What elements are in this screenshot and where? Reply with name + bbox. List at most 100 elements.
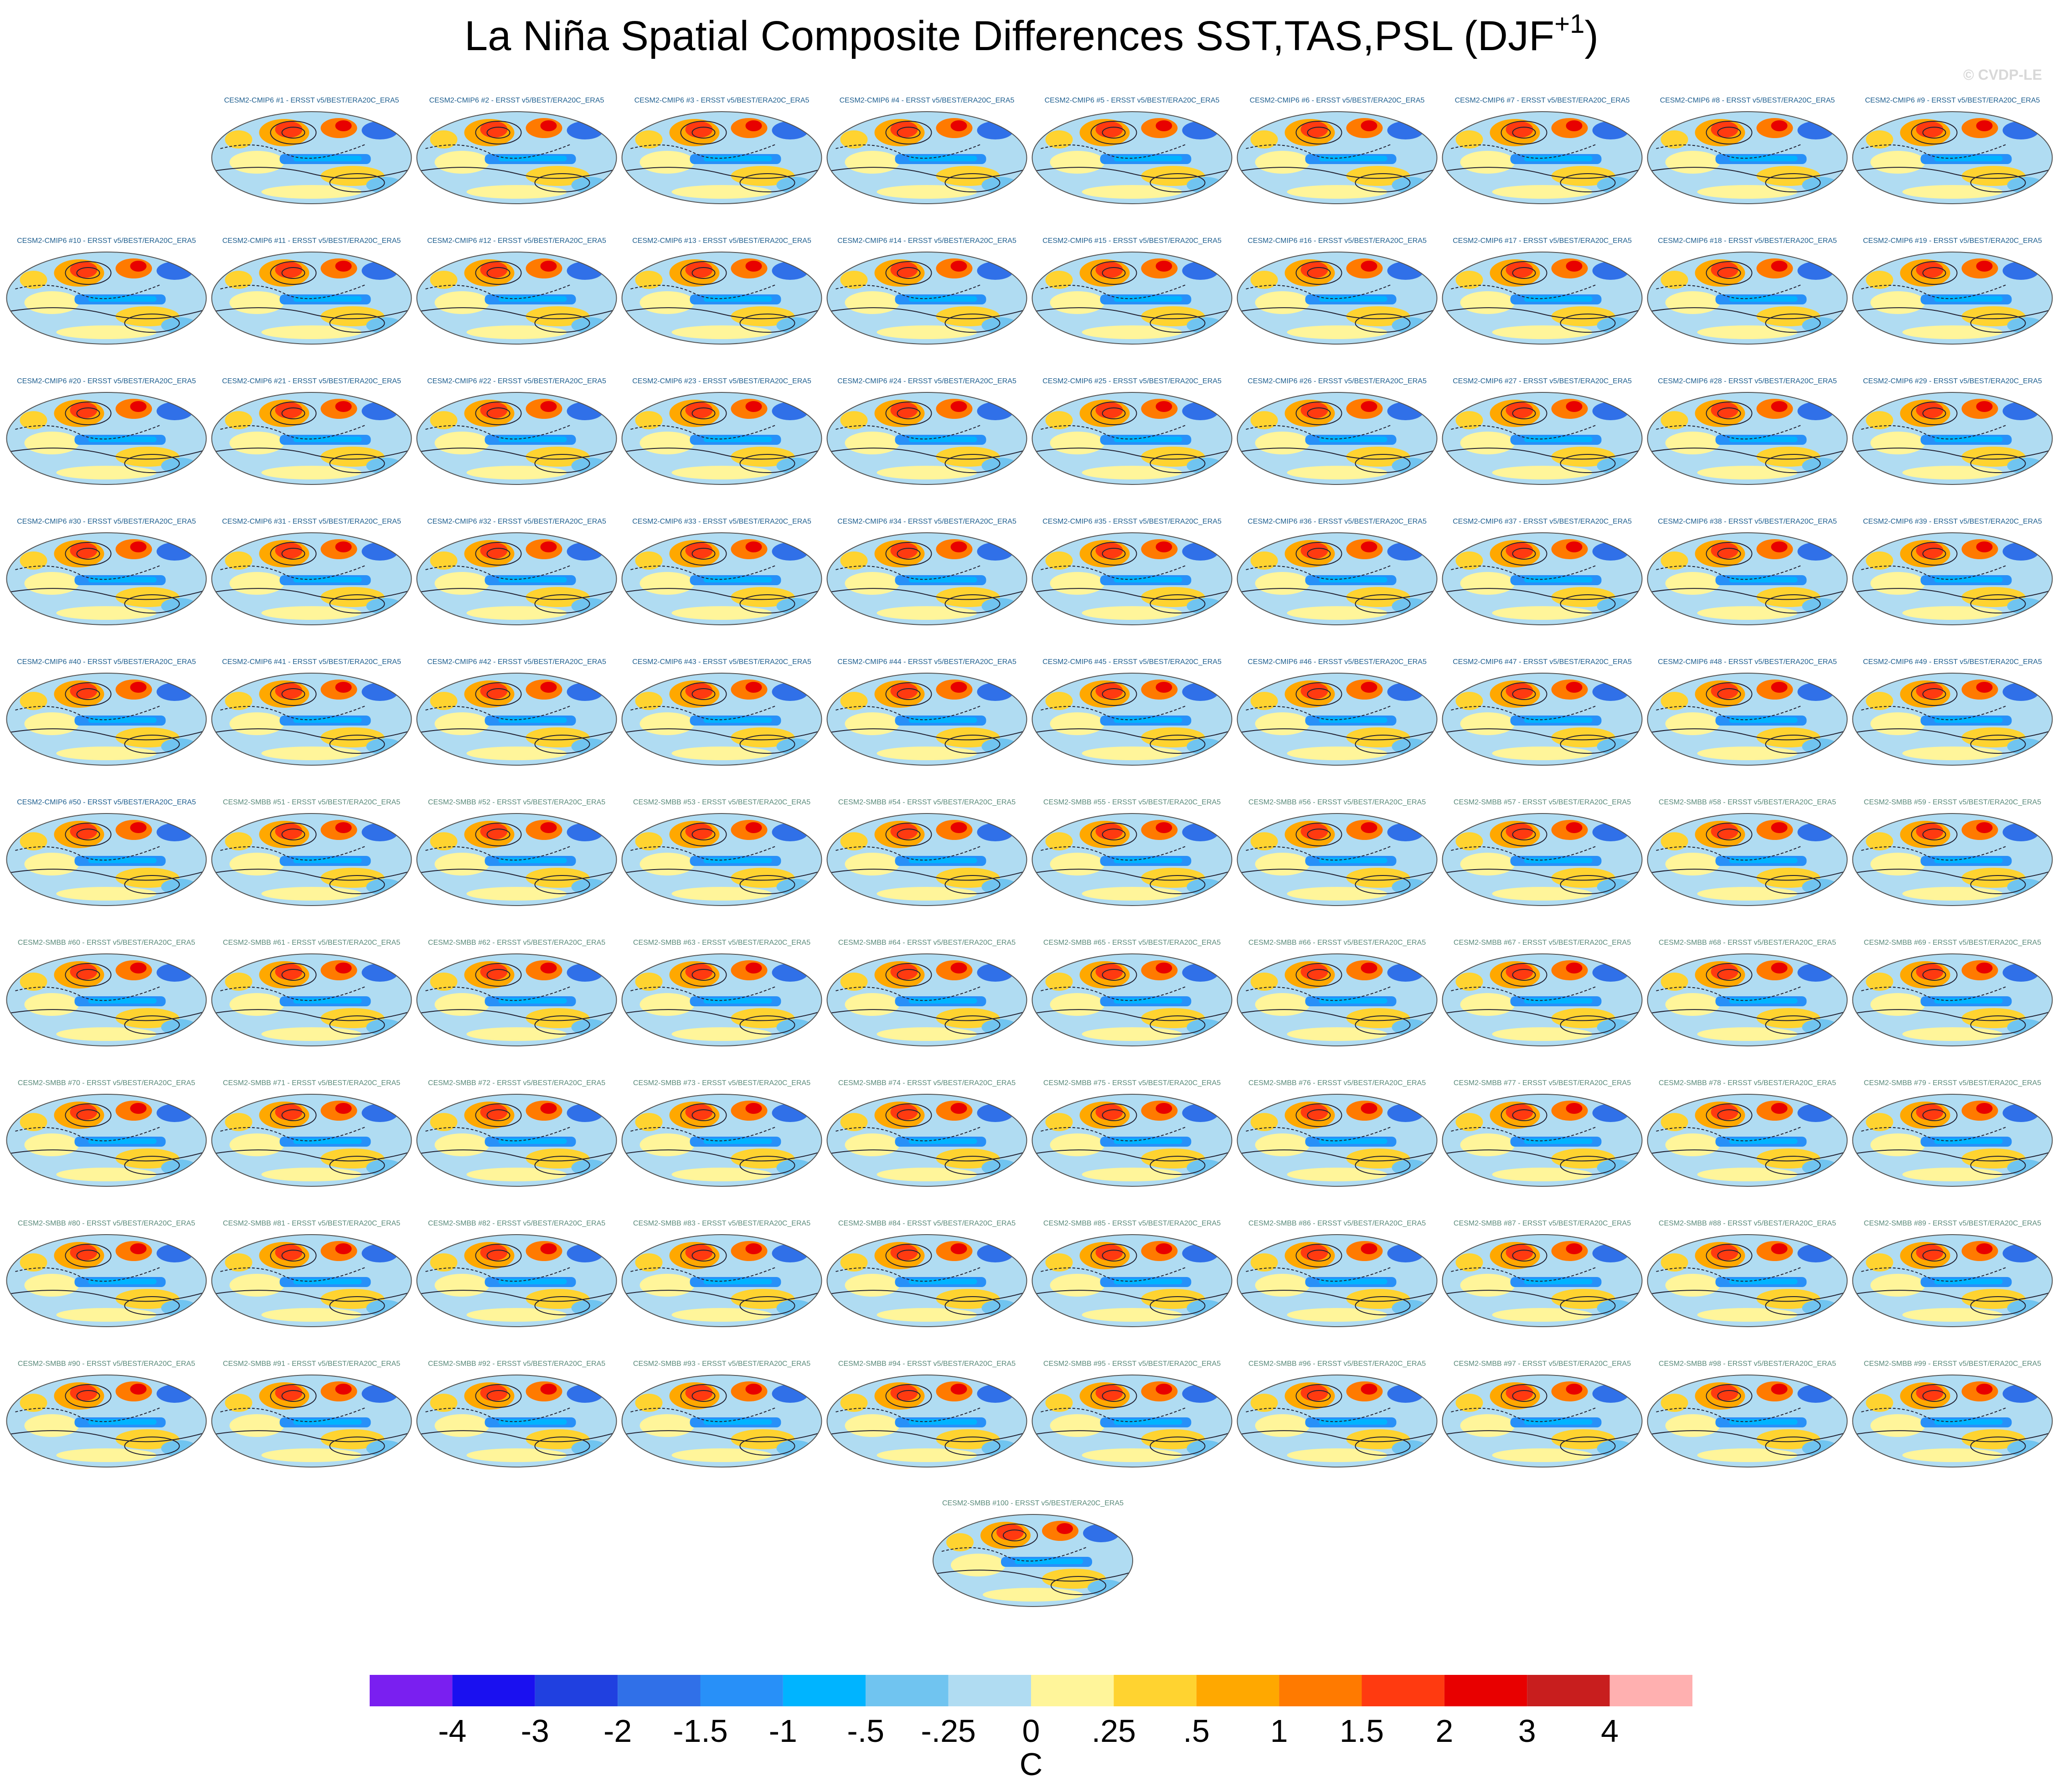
panel: CESM2-SMBB #90 - ERSST v5/BEST/ERA20C_ER… xyxy=(6,1360,207,1468)
panel-label: CESM2-SMBB #90 - ERSST v5/BEST/ERA20C_ER… xyxy=(18,1360,195,1368)
colorbar-box xyxy=(618,1675,701,1706)
map xyxy=(211,1094,412,1187)
panel-label: CESM2-SMBB #57 - ERSST v5/BEST/ERA20C_ER… xyxy=(1454,798,1631,806)
panel-label: CESM2-SMBB #95 - ERSST v5/BEST/ERA20C_ER… xyxy=(1043,1360,1221,1368)
panel-label: CESM2-SMBB #97 - ERSST v5/BEST/ERA20C_ER… xyxy=(1454,1360,1631,1368)
map xyxy=(1442,1234,1643,1327)
panel-label: CESM2-SMBB #55 - ERSST v5/BEST/ERA20C_ER… xyxy=(1043,798,1221,806)
panel-label: CESM2-SMBB #53 - ERSST v5/BEST/ERA20C_ER… xyxy=(633,798,810,806)
panel-label: CESM2-CMIP6 #8 - ERSST v5/BEST/ERA20C_ER… xyxy=(1660,97,1835,104)
panel: CESM2-SMBB #55 - ERSST v5/BEST/ERA20C_ER… xyxy=(1032,798,1233,906)
colorbar-label: -2 xyxy=(603,1713,632,1749)
panel: CESM2-SMBB #65 - ERSST v5/BEST/ERA20C_ER… xyxy=(1032,939,1233,1046)
map xyxy=(827,111,1027,204)
map xyxy=(1032,252,1233,345)
panel-label: CESM2-SMBB #67 - ERSST v5/BEST/ERA20C_ER… xyxy=(1454,939,1631,947)
map xyxy=(827,813,1027,906)
panel: CESM2-CMIP6 #11 - ERSST v5/BEST/ERA20C_E… xyxy=(211,237,412,345)
colorbar-box xyxy=(1444,1675,1527,1706)
map xyxy=(1032,953,1233,1046)
map xyxy=(417,252,617,345)
panel: CESM2-SMBB #69 - ERSST v5/BEST/ERA20C_ER… xyxy=(1852,939,2053,1046)
panel-label: CESM2-CMIP6 #40 - ERSST v5/BEST/ERA20C_E… xyxy=(17,658,196,666)
title-close: ) xyxy=(1584,13,1599,59)
panel-label: CESM2-CMIP6 #16 - ERSST v5/BEST/ERA20C_E… xyxy=(1248,237,1427,245)
panel-label: CESM2-CMIP6 #17 - ERSST v5/BEST/ERA20C_E… xyxy=(1453,237,1632,245)
panel: CESM2-SMBB #75 - ERSST v5/BEST/ERA20C_ER… xyxy=(1032,1079,1233,1187)
map xyxy=(211,953,412,1046)
panel-label: CESM2-CMIP6 #48 - ERSST v5/BEST/ERA20C_E… xyxy=(1658,658,1837,666)
panel-label: CESM2-SMBB #63 - ERSST v5/BEST/ERA20C_ER… xyxy=(633,939,810,947)
panel: CESM2-SMBB #66 - ERSST v5/BEST/ERA20C_ER… xyxy=(1237,939,1438,1046)
panel-label: CESM2-SMBB #52 - ERSST v5/BEST/ERA20C_ER… xyxy=(428,798,605,806)
map xyxy=(417,532,617,625)
colorbar-label: -1 xyxy=(769,1713,797,1749)
map xyxy=(211,392,412,485)
map xyxy=(1032,532,1233,625)
map xyxy=(1032,673,1233,766)
map xyxy=(6,1375,207,1468)
panel-label: CESM2-CMIP6 #25 - ERSST v5/BEST/ERA20C_E… xyxy=(1042,377,1222,385)
panel-label: CESM2-SMBB #87 - ERSST v5/BEST/ERA20C_ER… xyxy=(1454,1220,1631,1227)
map xyxy=(417,673,617,766)
panel: CESM2-SMBB #63 - ERSST v5/BEST/ERA20C_ER… xyxy=(622,939,822,1046)
map xyxy=(622,532,822,625)
panel-label: CESM2-SMBB #98 - ERSST v5/BEST/ERA20C_ER… xyxy=(1659,1360,1836,1368)
map xyxy=(1442,813,1643,906)
colorbar-unit: C xyxy=(1020,1746,1043,1782)
panel-label: CESM2-SMBB #88 - ERSST v5/BEST/ERA20C_ER… xyxy=(1659,1220,1836,1227)
map xyxy=(622,1094,822,1187)
panel: CESM2-CMIP6 #15 - ERSST v5/BEST/ERA20C_E… xyxy=(1032,237,1233,345)
map xyxy=(1647,813,1848,906)
colorbar-label: 3 xyxy=(1518,1713,1536,1749)
panel-label: CESM2-CMIP6 #20 - ERSST v5/BEST/ERA20C_E… xyxy=(17,377,196,385)
panel: CESM2-SMBB #88 - ERSST v5/BEST/ERA20C_ER… xyxy=(1647,1220,1848,1327)
panel: CESM2-CMIP6 #16 - ERSST v5/BEST/ERA20C_E… xyxy=(1237,237,1438,345)
panel: CESM2-SMBB #81 - ERSST v5/BEST/ERA20C_ER… xyxy=(211,1220,412,1327)
colorbar-box xyxy=(1527,1675,1610,1706)
panel: CESM2-CMIP6 #7 - ERSST v5/BEST/ERA20C_ER… xyxy=(1442,97,1643,204)
panel: CESM2-SMBB #97 - ERSST v5/BEST/ERA20C_ER… xyxy=(1442,1360,1643,1468)
map xyxy=(1237,111,1438,204)
map xyxy=(6,953,207,1046)
panel: CESM2-SMBB #95 - ERSST v5/BEST/ERA20C_ER… xyxy=(1032,1360,1233,1468)
map xyxy=(1032,111,1233,204)
panel-label: CESM2-CMIP6 #27 - ERSST v5/BEST/ERA20C_E… xyxy=(1453,377,1632,385)
panel: CESM2-SMBB #79 - ERSST v5/BEST/ERA20C_ER… xyxy=(1852,1079,2053,1187)
panel: CESM2-SMBB #94 - ERSST v5/BEST/ERA20C_ER… xyxy=(827,1360,1027,1468)
panel-label: CESM2-SMBB #71 - ERSST v5/BEST/ERA20C_ER… xyxy=(223,1079,400,1087)
panel-label: CESM2-SMBB #56 - ERSST v5/BEST/ERA20C_ER… xyxy=(1248,798,1426,806)
panel: CESM2-SMBB #82 - ERSST v5/BEST/ERA20C_ER… xyxy=(417,1220,617,1327)
colorbar-box xyxy=(535,1675,618,1706)
map xyxy=(1647,252,1848,345)
panel: CESM2-SMBB #87 - ERSST v5/BEST/ERA20C_ER… xyxy=(1442,1220,1643,1327)
map xyxy=(1442,953,1643,1046)
panel: CESM2-CMIP6 #49 - ERSST v5/BEST/ERA20C_E… xyxy=(1852,658,2053,766)
panel-label: CESM2-CMIP6 #44 - ERSST v5/BEST/ERA20C_E… xyxy=(837,658,1016,666)
panel: CESM2-SMBB #77 - ERSST v5/BEST/ERA20C_ER… xyxy=(1442,1079,1643,1187)
panel-label: CESM2-CMIP6 #11 - ERSST v5/BEST/ERA20C_E… xyxy=(222,237,401,245)
panel: CESM2-SMBB #68 - ERSST v5/BEST/ERA20C_ER… xyxy=(1647,939,1848,1046)
panel: CESM2-SMBB #71 - ERSST v5/BEST/ERA20C_ER… xyxy=(211,1079,412,1187)
map xyxy=(417,813,617,906)
panel: CESM2-SMBB #85 - ERSST v5/BEST/ERA20C_ER… xyxy=(1032,1220,1233,1327)
panel: CESM2-CMIP6 #46 - ERSST v5/BEST/ERA20C_E… xyxy=(1237,658,1438,766)
map xyxy=(827,1234,1027,1327)
panel-label: CESM2-CMIP6 #31 - ERSST v5/BEST/ERA20C_E… xyxy=(222,518,401,525)
map xyxy=(1852,673,2053,766)
panel-label: CESM2-SMBB #69 - ERSST v5/BEST/ERA20C_ER… xyxy=(1864,939,2041,947)
colorbar-label: 4 xyxy=(1601,1713,1619,1749)
panel: CESM2-CMIP6 #18 - ERSST v5/BEST/ERA20C_E… xyxy=(1647,237,1848,345)
map xyxy=(622,673,822,766)
map xyxy=(933,1514,1133,1607)
map xyxy=(417,953,617,1046)
map xyxy=(622,1234,822,1327)
panel: CESM2-SMBB #86 - ERSST v5/BEST/ERA20C_ER… xyxy=(1237,1220,1438,1327)
panel-label: CESM2-SMBB #59 - ERSST v5/BEST/ERA20C_ER… xyxy=(1864,798,2041,806)
panel: CESM2-CMIP6 #25 - ERSST v5/BEST/ERA20C_E… xyxy=(1032,377,1233,485)
map xyxy=(827,532,1027,625)
colorbar-label: 2 xyxy=(1435,1713,1453,1749)
panel-label: CESM2-CMIP6 #29 - ERSST v5/BEST/ERA20C_E… xyxy=(1863,377,2042,385)
panel-label: CESM2-CMIP6 #41 - ERSST v5/BEST/ERA20C_E… xyxy=(222,658,401,666)
panel: CESM2-CMIP6 #17 - ERSST v5/BEST/ERA20C_E… xyxy=(1442,237,1643,345)
